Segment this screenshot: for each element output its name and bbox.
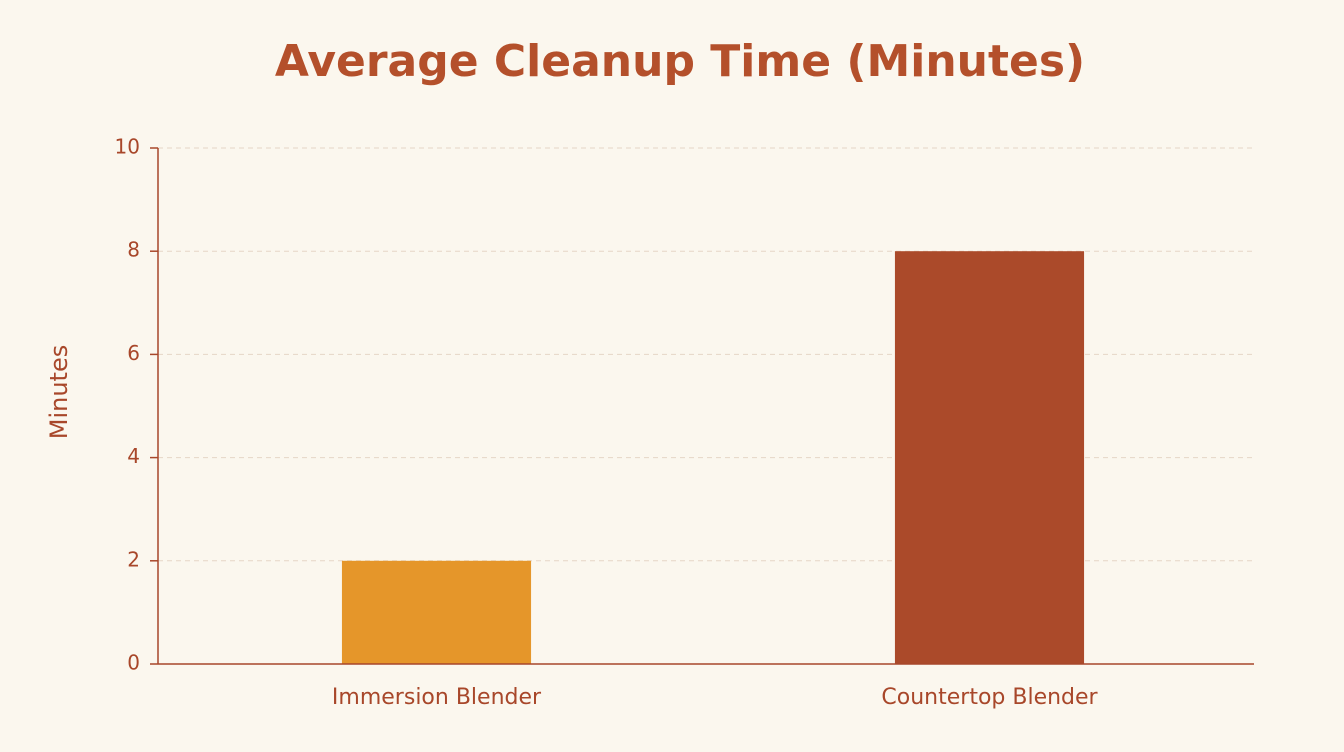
y-tick-label: 10 bbox=[115, 135, 140, 159]
y-tick-label: 6 bbox=[127, 341, 140, 365]
chart-title: Average Cleanup Time (Minutes) bbox=[275, 36, 1085, 87]
y-tick-label: 8 bbox=[127, 238, 140, 262]
y-axis-label: Minutes bbox=[45, 345, 73, 439]
bar bbox=[341, 560, 532, 664]
y-tick-label: 4 bbox=[127, 444, 140, 468]
x-tick-label: Immersion Blender bbox=[332, 685, 542, 710]
y-tick-label: 2 bbox=[127, 547, 140, 571]
x-tick-label: Countertop Blender bbox=[881, 685, 1098, 710]
bar bbox=[894, 251, 1085, 664]
y-tick-label: 0 bbox=[127, 651, 140, 675]
